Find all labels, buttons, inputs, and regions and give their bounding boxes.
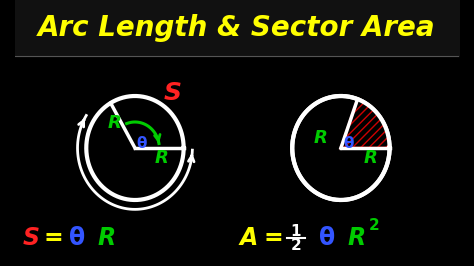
Text: 1: 1 [291,223,301,239]
Text: S: S [23,226,40,250]
Text: θ: θ [69,226,86,250]
Text: Arc Length & Sector Area: Arc Length & Sector Area [38,14,436,42]
Text: =: = [263,226,283,250]
Text: 2: 2 [369,218,380,232]
Text: θ: θ [319,226,336,250]
Text: R: R [313,129,327,147]
Text: θ: θ [137,136,146,152]
Text: R: R [107,114,121,132]
Text: R: R [98,226,116,250]
Text: A: A [240,226,258,250]
Text: 2: 2 [291,238,301,252]
Text: R: R [155,149,169,167]
Text: θ: θ [343,135,354,151]
Text: R: R [363,149,377,167]
Text: R: R [347,226,366,250]
Text: S: S [164,81,182,105]
Text: =: = [43,226,63,250]
Wedge shape [341,99,390,148]
